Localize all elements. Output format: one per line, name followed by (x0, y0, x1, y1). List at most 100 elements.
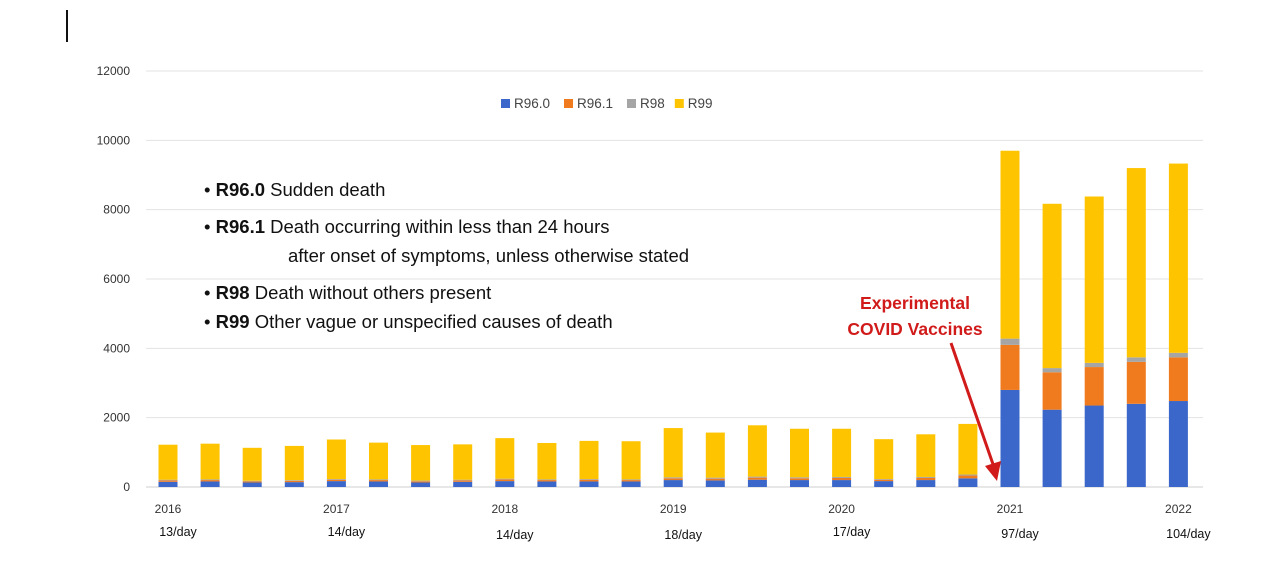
bar-segment-r96-1 (453, 480, 473, 482)
legend-label: R99 (688, 96, 713, 111)
rate-label: 14/day (328, 525, 366, 539)
bar-stack (369, 442, 388, 487)
bar-segment-r98 (537, 479, 557, 481)
bar-segment-r98 (369, 479, 388, 481)
bar-stack (705, 432, 725, 487)
x-tick-label: 2018 (491, 502, 518, 516)
bar-segment-r99 (158, 444, 178, 480)
bar-segment-r96-1 (537, 480, 557, 482)
bar-segment-r99 (663, 428, 683, 478)
definition-r98: • R98 Death without others present (204, 278, 689, 307)
bar-segment-r98 (832, 476, 852, 478)
legend-label: R96.0 (514, 96, 550, 111)
bar-segment-r99 (1042, 203, 1062, 369)
legend-swatch (564, 99, 573, 108)
bar-stack (495, 438, 515, 487)
definition-r96-0: • R96.0 Sudden death (204, 175, 689, 204)
bar-segment-r98 (1126, 357, 1146, 362)
definition-code: R96.0 (215, 179, 265, 200)
bar-segment-r96-1 (832, 477, 852, 481)
bar-stack (326, 439, 346, 487)
bar-segment-r98 (621, 479, 641, 481)
bar-segment-r99 (705, 432, 725, 478)
legend-item: R99 (674, 96, 713, 111)
definition-code: R98 (215, 282, 250, 303)
legend: R96.0 R96.1 R98 R99 (501, 96, 713, 111)
bar-segment-r98 (1168, 352, 1188, 358)
bar-segment-r96-0 (874, 481, 894, 487)
bar-stack (874, 439, 894, 487)
bar-stack (1126, 168, 1146, 487)
bar-stack (832, 428, 852, 487)
legend-item: R96.0 (501, 96, 550, 111)
bar-segment-r96-0 (958, 478, 978, 487)
rate-label: 17/day (833, 525, 871, 539)
legend-label: R98 (640, 96, 665, 111)
bar-segment-r99 (284, 445, 304, 481)
bar-segment-r99 (495, 438, 515, 479)
bar-segment-r99 (1000, 150, 1020, 339)
bar-segment-r99 (326, 439, 346, 480)
bar-segment-r99 (958, 423, 978, 475)
bar-segment-r96-1 (1084, 367, 1104, 406)
bar-segment-r99 (369, 442, 388, 480)
bar-segment-r99 (411, 445, 431, 481)
bar-segment-r96-1 (369, 480, 388, 482)
definition-r99: • R99 Other vague or unspecified causes … (204, 307, 689, 336)
bar-segment-r96-1 (874, 479, 894, 482)
bar-segment-r98 (284, 480, 304, 481)
definition-text: Death without others present (254, 282, 492, 303)
rate-labels: 13/day 14/day 14/day 18/day 17/day 97/day 104/… (159, 525, 1211, 542)
bar-segment-r98 (200, 479, 220, 481)
bar-segment-r96-0 (1084, 405, 1104, 487)
bar-segment-r96-1 (579, 479, 599, 482)
bar-segment-r96-0 (705, 480, 725, 487)
bar-segment-r98 (453, 479, 473, 481)
bar-segment-r96-0 (369, 481, 388, 487)
bar-segment-r96-1 (916, 477, 936, 481)
bar-stack (200, 443, 220, 487)
bullet: • (204, 311, 211, 332)
bar-segment-r96-0 (621, 481, 641, 487)
annotation-line-2: COVID Vaccines (847, 319, 983, 339)
bar-stack (916, 434, 936, 487)
bars (158, 150, 1188, 487)
bar-segment-r96-1 (1000, 344, 1020, 390)
bar-segment-r96-0 (1168, 401, 1188, 487)
bullet: • (204, 282, 211, 303)
bar-stack (747, 425, 767, 487)
bar-segment-r96-0 (832, 480, 852, 487)
bar-segment-r99 (1168, 163, 1188, 353)
annotation-arrow-head (985, 461, 1001, 481)
bar-segment-r98 (326, 479, 346, 480)
y-tick-label: 0 (123, 480, 130, 494)
legend-label: R96.1 (577, 96, 613, 111)
bar-segment-r99 (1084, 196, 1104, 363)
y-tick-label: 10000 (97, 133, 131, 147)
y-tick-label: 4000 (103, 341, 130, 355)
rate-label: 13/day (159, 525, 197, 539)
bar-stack (621, 441, 641, 487)
bar-stack (958, 423, 978, 487)
bar-stack (537, 442, 557, 487)
bar-segment-r96-1 (621, 480, 641, 482)
bar-segment-r96-0 (790, 480, 809, 487)
bar-segment-r96-1 (495, 479, 515, 482)
x-axis-labels: 2016 2017 2018 2019 2020 2021 2022 (155, 502, 1192, 516)
bar-segment-r96-0 (1042, 409, 1062, 487)
bar-segment-r98 (579, 479, 599, 480)
bar-segment-r96-1 (242, 481, 262, 483)
definition-text: Death occurring within less than 24 hour… (270, 216, 610, 237)
bar-segment-r96-1 (158, 480, 178, 482)
bar-segment-r98 (1042, 368, 1062, 373)
bar-segment-r98 (242, 480, 262, 482)
bar-segment-r99 (1126, 168, 1146, 358)
bar-segment-r96-0 (495, 481, 515, 487)
bar-segment-r98 (411, 480, 431, 482)
bar-segment-r96-0 (453, 481, 473, 487)
vaccine-annotation: Experimental COVID Vaccines (826, 290, 1004, 342)
rate-label: 97/day (1001, 527, 1039, 541)
bar-segment-r98 (747, 476, 767, 478)
bar-segment-r98 (158, 479, 178, 481)
